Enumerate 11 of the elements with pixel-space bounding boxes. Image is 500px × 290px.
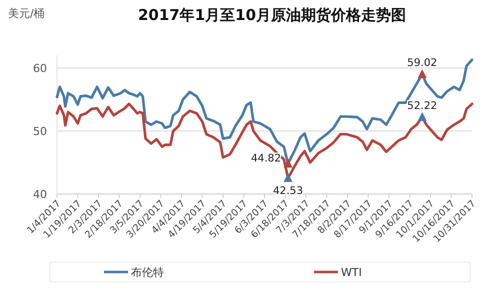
legend-label: WTI (341, 266, 362, 279)
y-tick-label: 40 (33, 188, 47, 201)
y-tick-label: 50 (33, 125, 47, 138)
annotation: 44.82 (250, 152, 282, 165)
chart-title: 2017年1月至10月原油期货价格走势图 (138, 6, 406, 24)
y-tick-label: 60 (33, 62, 47, 75)
legend-label: 布伦特 (131, 266, 164, 279)
y-axis-title: 美元/桶 (8, 7, 45, 20)
annotation: 52.22 (407, 100, 438, 112)
annotation: 42.53 (272, 185, 304, 198)
annotation: 59.02 (407, 57, 438, 70)
